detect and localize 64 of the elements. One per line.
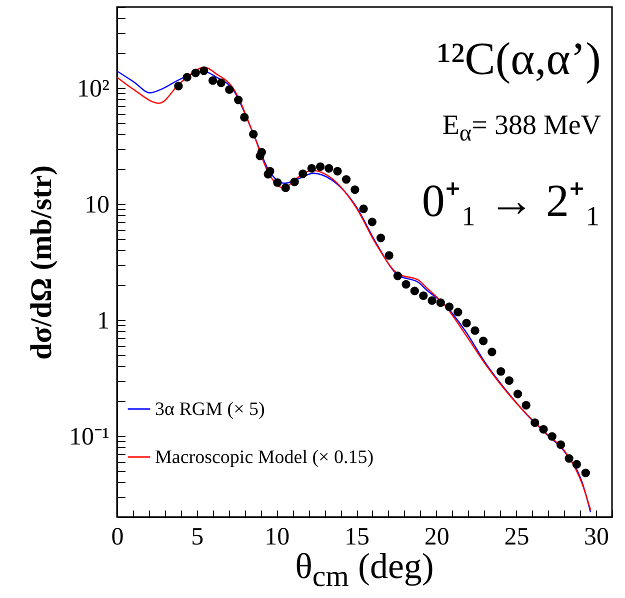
point [333,166,342,176]
point [384,251,394,260]
annotation: 0⁺₁ → 2⁺₁ [422,175,601,226]
point [470,326,480,335]
x-tick-label: 10 [264,524,290,550]
x-tick-label: 25 [504,524,530,550]
x-tick-label: 0 [111,524,124,550]
y-axis-title: dσ/dΩ (mb/str) [25,165,58,360]
point [436,298,445,307]
point [208,76,218,85]
point [249,130,258,139]
annotation: ¹²C(α,α’) [437,33,601,84]
point [548,432,556,441]
point [307,164,316,173]
point [539,425,548,434]
point [234,96,243,104]
point [240,112,249,122]
point [454,308,462,316]
point [368,218,376,226]
point [581,468,590,478]
point [462,318,471,328]
point [281,183,290,192]
x-tick-label: 30 [584,524,610,550]
y-tick-label: 10⁻¹ [69,423,110,450]
point [513,390,522,398]
point [488,348,496,356]
y-tick-label: 10² [77,76,110,103]
point [359,204,368,214]
point [216,78,226,88]
point [376,234,386,242]
point [428,296,436,305]
point [478,336,488,346]
point [556,440,566,450]
point [496,367,506,376]
legend-label: 3α RGM (× 5) [155,399,265,420]
point [410,286,419,296]
point [290,178,299,186]
point [273,178,282,187]
point [324,164,334,173]
point [174,82,183,90]
point [225,85,234,94]
point [200,66,208,76]
point [572,460,582,469]
point [191,68,200,78]
point [316,162,325,171]
point [530,418,540,428]
y-tick-label: 1 [97,307,110,334]
annotation: E$_{α}$= 388 MeV [442,110,601,147]
point [419,291,428,300]
x-tick-label: 5 [191,524,204,550]
point [342,175,351,184]
point [393,272,402,280]
point [522,400,530,410]
point [564,454,574,463]
point [298,170,308,178]
y-tick-label: 10 [84,192,110,219]
point [350,185,360,194]
point [182,72,192,82]
point [504,376,514,385]
point [444,302,454,312]
point [257,148,266,156]
point [402,280,410,289]
legend-label: Macroscopic Model (× 0.15) [155,447,374,468]
point [266,166,274,176]
